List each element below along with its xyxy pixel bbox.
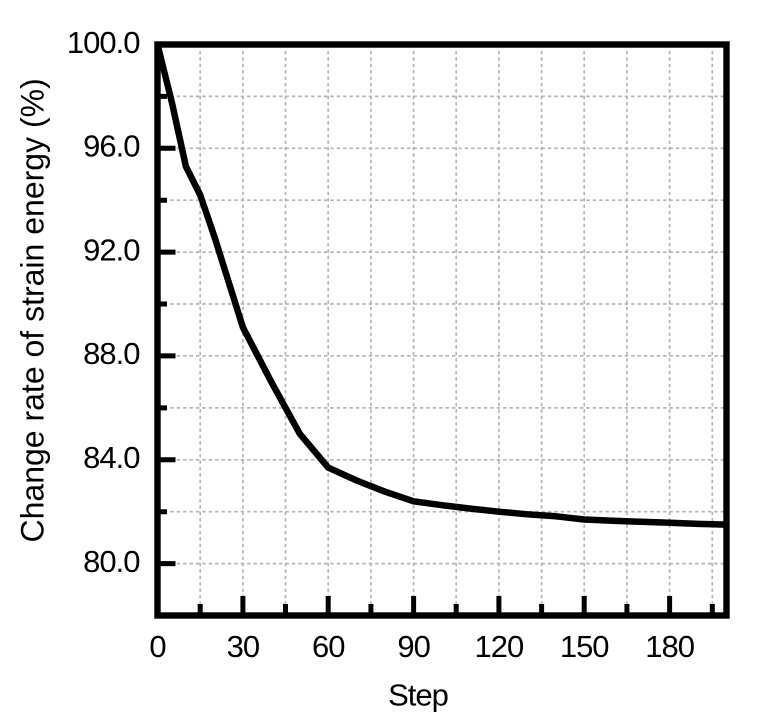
svg-text:0: 0 [149, 629, 166, 664]
svg-text:Step: Step [388, 677, 448, 712]
svg-text:84.0: 84.0 [83, 440, 140, 475]
svg-text:96.0: 96.0 [83, 129, 140, 164]
svg-text:Change rate of strain energy (: Change rate of strain energy (%) [15, 78, 51, 542]
svg-text:150: 150 [560, 629, 609, 664]
svg-text:180: 180 [645, 629, 694, 664]
svg-text:60: 60 [312, 629, 345, 664]
svg-text:80.0: 80.0 [83, 544, 140, 579]
svg-text:90: 90 [397, 629, 430, 664]
svg-text:100.0: 100.0 [67, 25, 140, 60]
svg-text:88.0: 88.0 [83, 336, 140, 371]
svg-text:120: 120 [475, 629, 524, 664]
svg-text:92.0: 92.0 [83, 232, 140, 267]
svg-text:30: 30 [227, 629, 260, 664]
